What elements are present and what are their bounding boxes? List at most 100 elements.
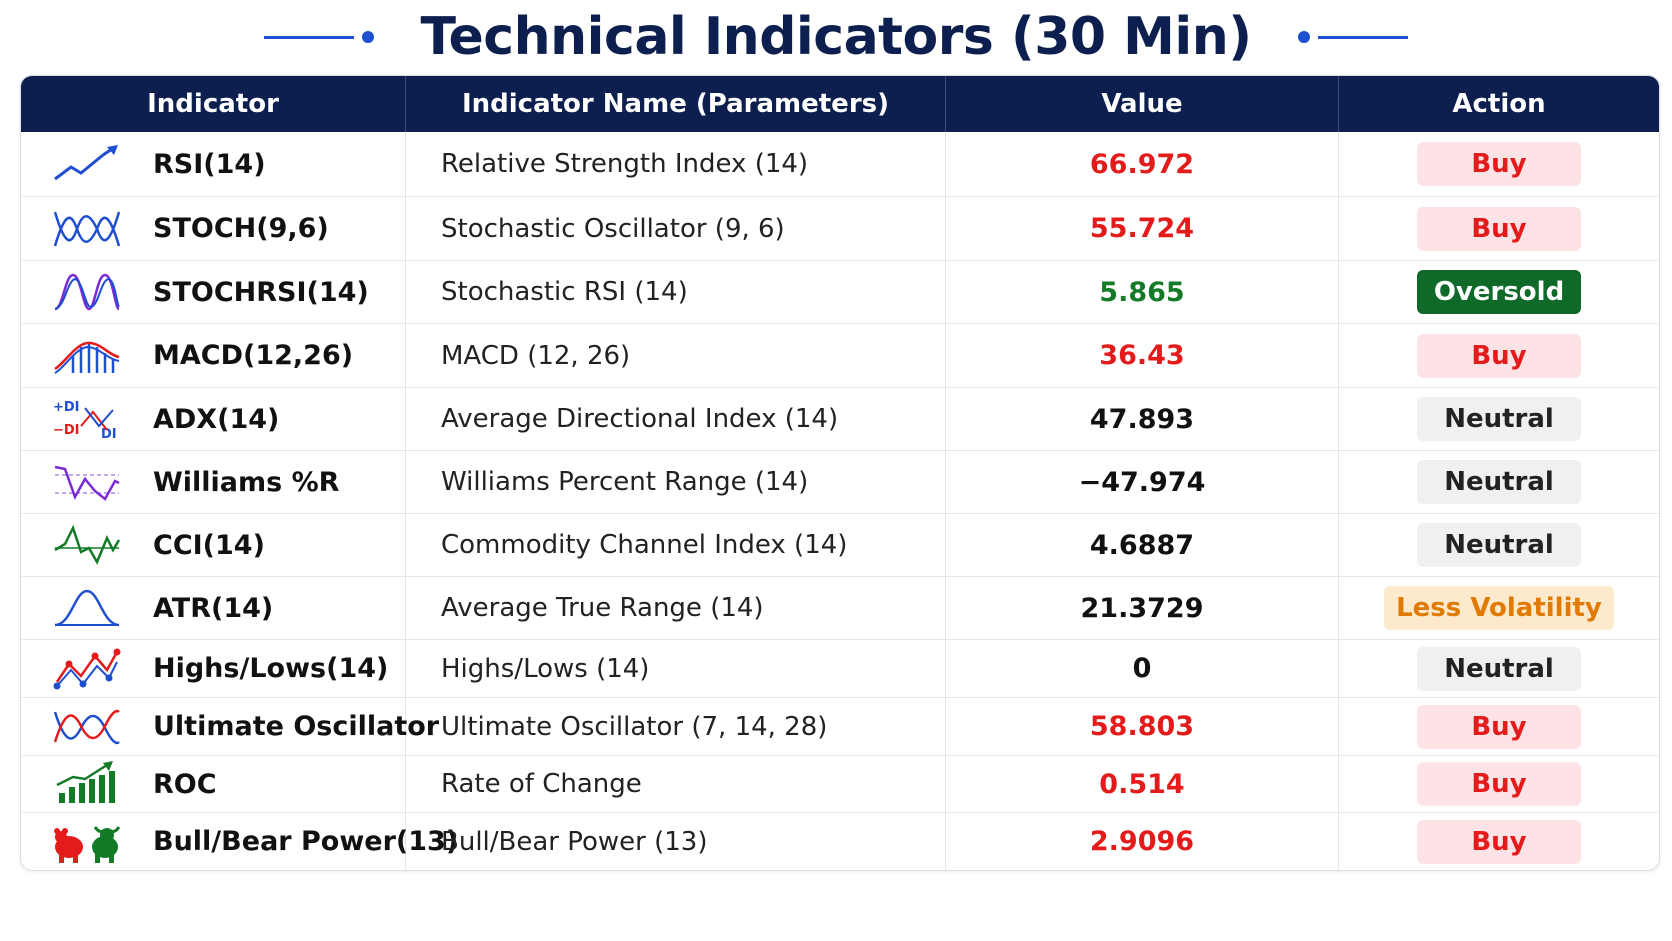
indicator-code: ATR(14): [153, 592, 274, 624]
title-decoration-right: [1290, 31, 1408, 43]
header-value: Value: [946, 76, 1339, 132]
table-header: Indicator Indicator Name (Parameters) Va…: [21, 76, 1659, 132]
trend-up-icon: [51, 141, 123, 187]
table-row: ROC Rate of Change 0.514 Buy: [21, 755, 1659, 812]
indicator-code: CCI(14): [153, 529, 265, 561]
indicator-name: Relative Strength Index (14): [406, 132, 946, 196]
action-badge: Neutral: [1417, 523, 1581, 567]
indicator-name: Rate of Change: [406, 756, 946, 812]
indicator-name: Average Directional Index (14): [406, 388, 946, 450]
zigzag-band-icon: [51, 459, 123, 505]
table-row: RSI(14) Relative Strength Index (14) 66.97…: [21, 132, 1659, 196]
indicator-value: 55.724: [946, 197, 1339, 260]
histogram-lines-icon: [51, 333, 123, 379]
header-indicator-name: Indicator Name (Parameters): [406, 76, 946, 132]
indicator-value: 0: [946, 640, 1339, 697]
title-row: Technical Indicators (30 Min): [0, 0, 1672, 74]
indicator-code: MACD(12,26): [153, 340, 354, 371]
action-cell: Less Volatility: [1339, 577, 1659, 639]
indicator-value: 21.3729: [946, 577, 1339, 639]
indicator-name: Bull/Bear Power (13): [406, 813, 946, 870]
table-row: MACD(12,26) MACD (12, 26) 36.43 Buy: [21, 323, 1659, 387]
indicator-cell: Bull/Bear Power(13): [21, 813, 458, 870]
action-cell: Buy: [1339, 698, 1659, 755]
action-badge: Buy: [1417, 819, 1581, 864]
action-cell: Neutral: [1339, 514, 1659, 576]
bell-curve-icon: [51, 585, 123, 631]
svg-text:+DI: +DI: [53, 400, 80, 415]
bar-growth-icon: [51, 761, 123, 807]
indicator-cell: RSI(14): [21, 132, 406, 196]
indicator-cell: +DI −DI DI ADX(14): [21, 388, 406, 450]
action-cell: Neutral: [1339, 388, 1659, 450]
indicator-value: 36.43: [946, 324, 1339, 387]
action-cell: Neutral: [1339, 451, 1659, 513]
action-badge: Neutral: [1417, 460, 1581, 504]
table-row: STOCH(9,6) Stochastic Oscillator (9, 6) 55…: [21, 196, 1659, 260]
indicator-code: Highs/Lows(14): [153, 653, 389, 684]
indicator-cell: Ultimate Oscillator: [21, 698, 439, 755]
indicator-name: Average True Range (14): [406, 577, 946, 639]
table-row: Williams %R Williams Percent Range (14) −4…: [21, 450, 1659, 513]
header-indicator: Indicator: [21, 76, 406, 132]
indicator-cell: Highs/Lows(14): [21, 640, 406, 697]
indicator-value: 4.6887: [946, 514, 1339, 576]
indicator-code: ROC: [153, 768, 217, 800]
bull-bear-icon: [51, 819, 123, 865]
indicator-value: 2.9096: [946, 813, 1339, 870]
table-row: Highs/Lows(14) Highs/Lows (14) 0 Neutral: [21, 639, 1659, 697]
crossing-waves-icon: [51, 206, 123, 252]
highs-lows-icon: [51, 646, 123, 692]
indicator-cell: STOCH(9,6): [21, 197, 406, 260]
indicator-name: Williams Percent Range (14): [406, 451, 946, 513]
indicator-value: −47.974: [946, 451, 1339, 513]
action-badge: Buy: [1417, 333, 1581, 378]
indicator-value: 47.893: [946, 388, 1339, 450]
action-cell: Buy: [1339, 197, 1659, 260]
indicator-name: Commodity Channel Index (14): [406, 514, 946, 576]
indicator-cell: CCI(14): [21, 514, 406, 576]
green-zigzag-icon: [51, 522, 123, 568]
table-row: Ultimate Oscillator Ultimate Oscillator (…: [21, 697, 1659, 755]
indicator-code: STOCH(9,6): [153, 213, 329, 244]
table-row: Bull/Bear Power(13) Bull/Bear Power (13) 2…: [21, 812, 1659, 870]
indicator-cell: STOCHRSI(14): [21, 261, 406, 323]
indicator-value: 5.865: [946, 261, 1339, 323]
action-badge: Less Volatility: [1384, 586, 1614, 630]
indicator-cell: MACD(12,26): [21, 324, 406, 387]
indicator-value: 58.803: [946, 698, 1339, 755]
indicators-table: Indicator Indicator Name (Parameters) Va…: [20, 75, 1660, 871]
indicator-code: STOCHRSI(14): [153, 276, 369, 308]
table-row: CCI(14) Commodity Channel Index (14) 4.688…: [21, 513, 1659, 576]
action-cell: Buy: [1339, 132, 1659, 196]
action-cell: Neutral: [1339, 640, 1659, 697]
indicator-value: 0.514: [946, 756, 1339, 812]
indicator-code: ADX(14): [153, 403, 280, 435]
page-title: Technical Indicators (30 Min): [420, 7, 1252, 67]
indicator-cell: ATR(14): [21, 577, 406, 639]
action-cell: Buy: [1339, 756, 1659, 812]
indicator-name: Highs/Lows (14): [406, 640, 946, 697]
action-badge: Buy: [1417, 704, 1581, 749]
indicator-value: 66.972: [946, 132, 1339, 196]
action-cell: Oversold: [1339, 261, 1659, 323]
action-cell: Buy: [1339, 324, 1659, 387]
indicator-name: Stochastic RSI (14): [406, 261, 946, 323]
di-cross-icon: +DI −DI DI: [51, 396, 123, 442]
action-badge: Neutral: [1417, 397, 1581, 441]
indicator-code: Ultimate Oscillator: [153, 711, 440, 742]
table-row: +DI −DI DI ADX(14) Average Directional Index…: [21, 387, 1659, 450]
action-badge: Buy: [1417, 762, 1581, 806]
indicator-code: RSI(14): [153, 148, 266, 180]
indicator-name: Ultimate Oscillator (7, 14, 28): [406, 698, 946, 755]
table-row: STOCHRSI(14) Stochastic RSI (14) 5.865 Over…: [21, 260, 1659, 323]
svg-text:DI: DI: [101, 427, 117, 442]
table-row: ATR(14) Average True Range (14) 21.3729 Les…: [21, 576, 1659, 639]
indicator-code: Williams %R: [153, 466, 340, 498]
header-action: Action: [1452, 89, 1546, 119]
indicator-cell: Williams %R: [21, 451, 406, 513]
indicator-code: Bull/Bear Power(13): [153, 826, 459, 857]
action-badge: Oversold: [1417, 270, 1581, 314]
title-decoration-left: [264, 31, 382, 43]
